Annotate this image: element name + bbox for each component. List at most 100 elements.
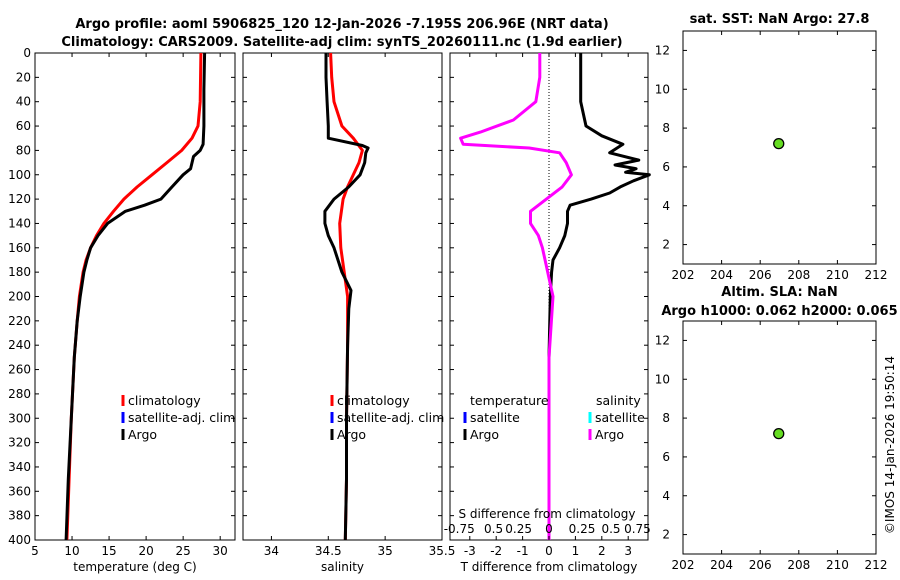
x-tick-label: -2: [490, 544, 502, 558]
y-tick-label: 20: [16, 70, 31, 84]
x-axis-label: temperature (deg C): [73, 560, 196, 574]
y-tick-label: 6: [662, 450, 670, 464]
x-tick-label: 3: [624, 544, 632, 558]
x-tick-label: 206: [749, 268, 772, 282]
x-tick-label: 208: [787, 268, 810, 282]
s-tick-label: 0.25: [569, 522, 596, 536]
legend-item-label: satellite-adj. clim: [128, 410, 235, 425]
y-tick-label: 10: [655, 82, 670, 96]
x-tick-label: 206: [749, 558, 772, 572]
legend-item-label: climatology: [128, 393, 201, 408]
axes-frame: [682, 30, 877, 265]
series-t-difference-argo: [547, 53, 651, 540]
x-tick-label: 15: [101, 544, 116, 558]
panel-subtitle: Argo h1000: 0.062 h2000: 0.065: [661, 304, 897, 319]
x-tick-label: 212: [865, 268, 888, 282]
x-tick-label: 208: [787, 558, 810, 572]
x-tick-label: 35: [378, 544, 393, 558]
s-tick-label: 0.75: [624, 522, 651, 536]
panel-title: Altim. SLA: NaN: [721, 285, 837, 300]
y-tick-label: 280: [8, 387, 31, 401]
x-tick-label: 2: [598, 544, 606, 558]
y-tick-label: 40: [16, 95, 31, 109]
y-tick-label: 6: [662, 160, 670, 174]
s-tick-label: 0.5: [484, 522, 503, 536]
timestamp: ©IMOS 14-Jan-2026 19:50:14: [883, 356, 897, 534]
y-tick-label: 100: [8, 168, 31, 182]
y-tick-label: 60: [16, 119, 31, 133]
y-tick-label: 8: [662, 121, 670, 135]
s-tick-label: 0.5: [601, 522, 620, 536]
y-tick-label: 300: [8, 411, 31, 425]
x-tick-label: 204: [710, 558, 733, 572]
s-tick-label: 0: [545, 522, 553, 536]
y-tick-label: 180: [8, 265, 31, 279]
header-line-1: Argo profile: aoml 5906825_120 12-Jan-20…: [75, 17, 608, 32]
legend-item-label: climatology: [337, 393, 410, 408]
series-argo: [64, 52, 207, 541]
x-tick-label: 35.5: [429, 544, 456, 558]
legend-item-label: satellite: [595, 410, 645, 425]
data-point: [773, 427, 785, 440]
legend-item-label: satellite: [470, 410, 520, 425]
x-tick-label: 212: [865, 558, 888, 572]
y-tick-label: 140: [8, 216, 31, 230]
x-tick-label: 202: [672, 558, 695, 572]
y-tick-label: 12: [655, 333, 670, 347]
legend-title-temperature: temperature: [470, 393, 549, 408]
y-tick-label: 2: [662, 528, 670, 542]
x-tick-label: 210: [826, 268, 849, 282]
x-axis-label: T difference from climatology: [460, 560, 638, 574]
panel-sla: 202 204 206 208 210 212 2 4 6 8 10 12 Altim. SLA: Na…: [655, 285, 898, 572]
x-tick-label: 34.5: [315, 544, 342, 558]
x-tick-label: 204: [710, 268, 733, 282]
s-tick-label: -0.75: [444, 522, 475, 536]
series-argo: [323, 53, 370, 541]
x-tick-label: 210: [826, 558, 849, 572]
data-point: [773, 137, 785, 150]
y-tick-label: 0: [23, 46, 31, 60]
y-tick-label: 240: [8, 338, 31, 352]
y-tick-label: 200: [8, 290, 31, 304]
x-tick-label: 202: [672, 268, 695, 282]
x-axis-label: salinity: [321, 560, 364, 574]
x-tick-label: 5: [31, 544, 39, 558]
x-tick-label: 34: [264, 544, 279, 558]
y-tick-label: 320: [8, 436, 31, 450]
x-tick-label: 30: [213, 544, 228, 558]
legend-item-label: Argo: [128, 427, 157, 442]
axes-frame: [682, 320, 877, 555]
panel-salinity: 34 34.5 35 35.5 salinity climatology satellite…: [242, 52, 456, 574]
panel-sst: 202 204 206 208 210 212 2 4 6 8 10 12 sat. SST: NaN …: [655, 12, 888, 282]
legend-item-label: Argo: [337, 427, 366, 442]
x-tick-label: 10: [64, 544, 79, 558]
y-tick-label: 160: [8, 241, 31, 255]
y-tick-label: 220: [8, 314, 31, 328]
legend-title-salinity: salinity: [596, 393, 641, 408]
y-tick-label: 2: [662, 238, 670, 252]
x-tick-label: 25: [176, 544, 191, 558]
y-tick-label: 10: [655, 372, 670, 386]
header-line-2: Climatology: CARS2009. Satellite-adj cli…: [61, 35, 622, 50]
x-tick-label: 20: [138, 544, 153, 558]
s-axis-label: S difference from climatology: [459, 507, 636, 521]
legend-item-label: Argo: [470, 427, 499, 442]
y-tick-label: 260: [8, 363, 31, 377]
series-s-difference-argo: [459, 53, 573, 540]
y-tick-label: 400: [8, 533, 31, 547]
y-tick-label: 4: [662, 199, 670, 213]
y-tick-label: 360: [8, 484, 31, 498]
panel-title: sat. SST: NaN Argo: 27.8: [690, 12, 870, 27]
x-tick-label: -1: [517, 544, 529, 558]
y-tick-label: 8: [662, 411, 670, 425]
panel-difference: -3 -2 -1 0 1 2 3 S difference from climatology-…: [444, 52, 651, 574]
y-tick-label: 120: [8, 192, 31, 206]
y-tick-label: 340: [8, 460, 31, 474]
y-tick-label: 4: [662, 489, 670, 503]
y-tick-label: 12: [655, 43, 670, 57]
x-tick-label: -3: [464, 544, 476, 558]
legend-item-label: satellite-adj. clim: [337, 410, 444, 425]
panel-temperature: 5 10 15 20 25 3002040608010012014016018020022…: [8, 46, 236, 574]
y-tick-label: 80: [16, 143, 31, 157]
